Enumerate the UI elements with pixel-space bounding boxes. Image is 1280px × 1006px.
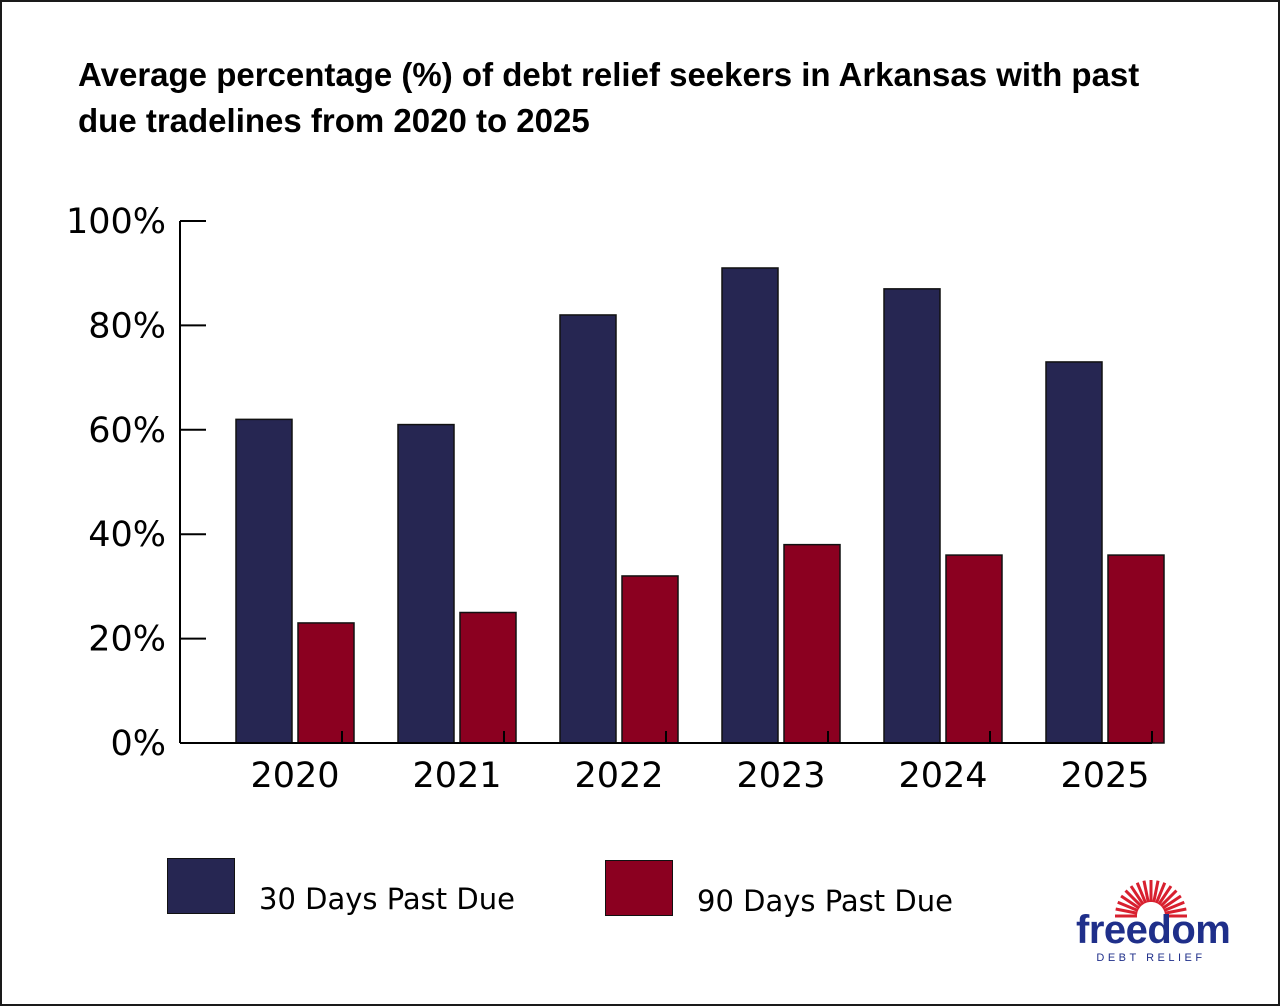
x-tick-label-2022: 2022 xyxy=(574,756,663,796)
sunburst-ray xyxy=(1163,900,1185,913)
x-tick-label-2020: 2020 xyxy=(250,756,339,796)
bar-30-days-2023 xyxy=(721,267,779,744)
sunburst-icon xyxy=(1115,880,1187,918)
sunburst-ray xyxy=(1159,889,1178,908)
bar-30-days-2025 xyxy=(1045,361,1103,744)
y-tick-label-40: 40% xyxy=(88,515,166,555)
x-tick-label-2023: 2023 xyxy=(736,756,825,796)
bar-30-days-2022 xyxy=(559,314,617,744)
legend-item-30-days: 30 Days Past Due xyxy=(167,858,547,918)
sunburst-ray xyxy=(1120,894,1141,910)
freedom-debt-relief-logo: freedom DEBT RELIEF xyxy=(1076,874,1236,966)
sunburst-ray xyxy=(1117,900,1139,913)
bar-90-days-2025 xyxy=(1107,554,1165,744)
sunburst-ray xyxy=(1142,880,1150,903)
bar-90-days-2022 xyxy=(621,575,679,744)
bar-30-days-2021 xyxy=(397,423,455,744)
legend-item-90-days: 90 Days Past Due xyxy=(605,860,985,920)
y-tick-label-60: 60% xyxy=(88,411,166,451)
sunburst-ray xyxy=(1129,885,1145,906)
sunburst-ray xyxy=(1135,882,1148,904)
bar-90-days-2023 xyxy=(783,543,841,744)
x-tick-label-2024: 2024 xyxy=(898,756,987,796)
bar-30-days-2024 xyxy=(883,288,941,744)
sunburst-ray xyxy=(1161,894,1182,910)
bar-90-days-2024 xyxy=(945,554,1003,744)
legend-label-30-days: 30 Days Past Due xyxy=(259,882,515,916)
sunburst-ray xyxy=(1124,889,1143,908)
y-tick-label-20: 20% xyxy=(88,620,166,660)
y-tick-label-100: 100% xyxy=(66,202,166,242)
legend-swatch-90-days xyxy=(605,860,673,916)
x-tick-label-2021: 2021 xyxy=(412,756,501,796)
sunburst-ray xyxy=(1154,882,1167,904)
bar-90-days-2021 xyxy=(459,611,517,744)
sunburst-ray xyxy=(1157,885,1173,906)
x-tick-label-2025: 2025 xyxy=(1060,756,1149,796)
bar-30-days-2020 xyxy=(235,418,293,744)
sunburst-ray xyxy=(1164,907,1187,915)
sunburst-ray xyxy=(1115,907,1138,915)
legend-label-90-days: 90 Days Past Due xyxy=(697,884,953,918)
y-tick-label-80: 80% xyxy=(88,306,166,346)
bar-90-days-2020 xyxy=(297,622,355,744)
logo-subtitle: DEBT RELIEF xyxy=(1096,952,1206,964)
chart-title: Average percentage (%) of debt relief se… xyxy=(78,56,1140,139)
y-tick-label-0: 0% xyxy=(110,724,166,764)
legend-swatch-30-days xyxy=(167,858,235,914)
sunburst-ray xyxy=(1152,880,1160,903)
logo-wordmark: freedom xyxy=(1076,908,1231,952)
